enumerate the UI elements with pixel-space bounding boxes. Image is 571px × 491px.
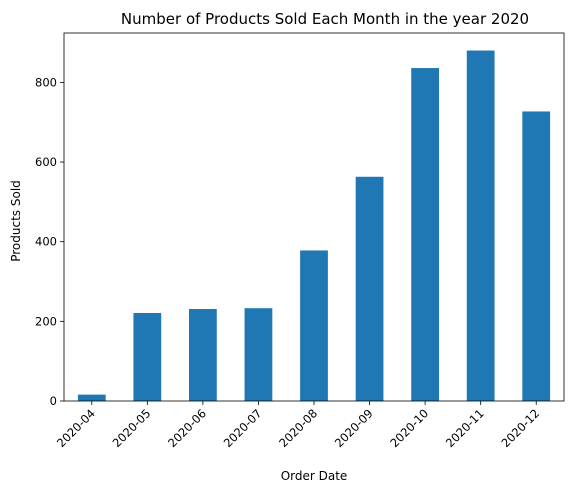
bar-2020-11 [466, 50, 495, 402]
y-tick-label: 400 [35, 235, 57, 249]
y-axis-label: Products Sold [9, 180, 23, 262]
axes-frame [63, 32, 565, 402]
bar-2020-10 [411, 68, 439, 402]
bar-2020-12 [522, 111, 551, 402]
chart-title: Number of Products Sold Each Month in th… [121, 10, 529, 28]
x-tick-label: 2020-05 [110, 406, 154, 450]
x-tick-label: 2020-10 [387, 406, 431, 450]
x-tick-label: 2020-09 [332, 406, 376, 450]
x-tick-label: 2020-12 [498, 406, 542, 450]
x-tick-label: 2020-08 [276, 406, 320, 450]
y-tick-label: 800 [35, 75, 57, 89]
bar-2020-06 [189, 309, 217, 401]
x-tick-label: 2020-04 [54, 406, 98, 450]
bar-2020-05 [133, 312, 162, 401]
x-tick-label: 2020-07 [221, 406, 265, 450]
bar-2020-04 [77, 394, 106, 401]
bar-2020-09 [355, 176, 384, 401]
x-tick-label: 2020-06 [165, 406, 209, 450]
x-axis-label: Order Date [281, 469, 348, 483]
bar-2020-07 [244, 308, 273, 401]
bar-2020-08 [300, 250, 328, 401]
y-tick-label: 0 [50, 394, 57, 408]
plot-area: 0 200 400 600 800 2020-04 2020-05 2020-06 2020-0… [35, 32, 565, 450]
x-tick-label: 2020-11 [443, 406, 487, 450]
y-tick-label: 200 [35, 314, 57, 328]
y-tick-label: 600 [35, 155, 57, 169]
